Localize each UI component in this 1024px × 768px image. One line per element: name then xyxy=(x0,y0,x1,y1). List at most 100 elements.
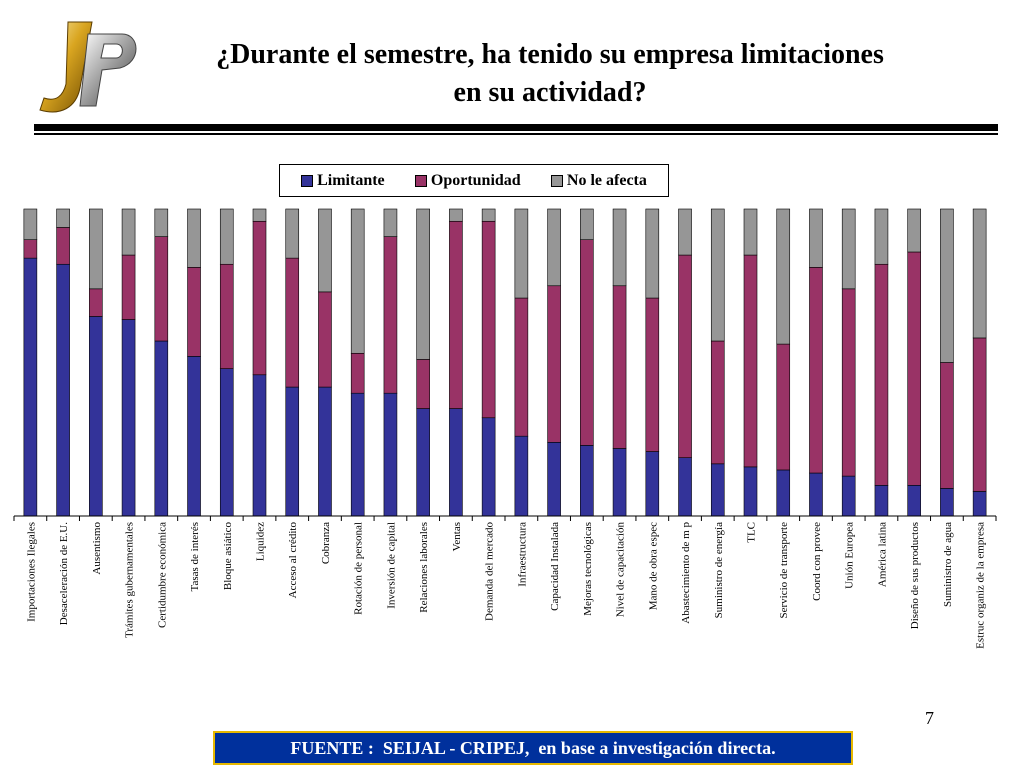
bar-no-afecta-13 xyxy=(416,208,430,360)
x-tick-label-22: Suministro de energía xyxy=(713,522,725,618)
bar-no-afecta-26 xyxy=(841,208,856,290)
bar-oportunidad-14 xyxy=(449,220,463,409)
x-tick-label-2: Desaceleración de E.U. xyxy=(58,522,70,625)
bar-no-afecta-15 xyxy=(481,208,496,222)
x-tick-label-26: Unión Europea xyxy=(844,522,856,589)
legend-swatch-limitante xyxy=(301,174,314,187)
bar-oportunidad-6 xyxy=(187,267,201,357)
bar-oportunidad-21 xyxy=(678,254,692,458)
bar-limitante-22 xyxy=(710,463,725,517)
bar-no-afecta-17 xyxy=(547,208,561,287)
x-tick-label-15: Demanda del mercado xyxy=(484,522,496,621)
bar-no-afecta-5 xyxy=(154,208,169,237)
bar-oportunidad-5 xyxy=(154,236,169,342)
x-tick-label-8: Liquidez xyxy=(255,522,267,561)
bar-limitante-24 xyxy=(776,469,791,517)
bar-limitante-6 xyxy=(187,356,201,517)
x-tick-label-12: Inversión de capital xyxy=(385,522,397,609)
bar-limitante-10 xyxy=(318,386,332,517)
bar-oportunidad-8 xyxy=(252,220,267,376)
bar-oportunidad-23 xyxy=(743,254,758,468)
company-logo xyxy=(39,21,137,113)
bar-oportunidad-28 xyxy=(907,251,921,486)
bar-oportunidad-2 xyxy=(56,227,70,265)
bar-limitante-25 xyxy=(809,472,823,517)
bar-no-afecta-2 xyxy=(56,208,70,228)
bar-limitante-2 xyxy=(56,263,70,517)
x-tick-label-9: Acceso al crédito xyxy=(287,522,299,599)
chart-legend: Limitante Oportunidad No le afecta xyxy=(279,164,669,197)
x-tick-label-27: América latina xyxy=(876,522,888,587)
bar-limitante-19 xyxy=(612,448,627,517)
bar-no-afecta-7 xyxy=(219,208,234,265)
legend-label-oportunidad: Oportunidad xyxy=(430,171,521,189)
bar-limitante-27 xyxy=(874,484,889,517)
bar-no-afecta-21 xyxy=(678,208,692,256)
bar-limitante-16 xyxy=(514,435,529,517)
x-tick-label-21: Abastecimiento de m p xyxy=(680,522,692,624)
bar-no-afecta-16 xyxy=(514,208,529,299)
x-tick-label-11: Rotación de personal xyxy=(353,522,365,615)
bar-limitante-11 xyxy=(350,392,365,517)
x-tick-label-6: Tasas de interés xyxy=(189,522,201,591)
bar-no-afecta-12 xyxy=(383,208,398,237)
x-tick-label-28: Diseño de sus productos xyxy=(909,522,921,629)
bar-oportunidad-15 xyxy=(481,220,496,419)
x-tick-label-7: Bloque asiático xyxy=(222,522,234,591)
bar-oportunidad-30 xyxy=(972,337,987,492)
x-tick-label-19: Nivel de capacitación xyxy=(615,522,627,618)
title-rule-thin xyxy=(34,133,998,135)
bar-limitante-3 xyxy=(89,316,103,517)
legend-swatch-oportunidad xyxy=(414,174,427,187)
x-tick-label-25: Coord con provee xyxy=(811,522,823,601)
legend-item-limitante: Limitante xyxy=(301,172,385,190)
x-tick-label-5: Certidumbre económica xyxy=(156,522,168,628)
bar-no-afecta-14 xyxy=(449,208,463,222)
bar-limitante-30 xyxy=(972,491,987,517)
bar-limitante-18 xyxy=(580,445,594,517)
bar-no-afecta-24 xyxy=(776,208,791,345)
x-tick-label-30: Estruc organiz de la empresa xyxy=(975,522,987,649)
bar-no-afecta-10 xyxy=(318,208,332,293)
bar-oportunidad-24 xyxy=(776,343,791,471)
legend-item-no-afecta: No le afecta xyxy=(550,171,647,190)
bar-oportunidad-25 xyxy=(809,267,823,474)
bar-limitante-21 xyxy=(678,457,692,517)
bar-no-afecta-27 xyxy=(874,208,889,265)
bar-oportunidad-12 xyxy=(383,236,398,394)
bar-oportunidad-13 xyxy=(416,359,430,409)
bar-oportunidad-22 xyxy=(710,340,725,465)
title-rule-thick xyxy=(34,124,998,131)
bar-no-afecta-9 xyxy=(285,208,300,259)
x-tick-label-17: Capacidad Instalada xyxy=(549,522,561,611)
bar-no-afecta-29 xyxy=(940,208,954,363)
bar-oportunidad-27 xyxy=(874,263,889,486)
title-line-2: en su actividad? xyxy=(453,77,647,108)
bar-limitante-8 xyxy=(252,374,267,517)
bar-limitante-5 xyxy=(154,340,169,517)
x-tick-label-18: Mejoras tecnológicas xyxy=(582,522,594,616)
x-tick-label-20: Mano de obra espec xyxy=(647,522,659,610)
bar-oportunidad-11 xyxy=(350,352,365,394)
bar-limitante-26 xyxy=(841,475,856,517)
bar-limitante-14 xyxy=(449,408,463,517)
bar-oportunidad-7 xyxy=(219,263,234,369)
bar-oportunidad-18 xyxy=(580,239,594,446)
bar-limitante-1 xyxy=(23,257,38,517)
bar-oportunidad-9 xyxy=(285,257,300,388)
bar-limitante-17 xyxy=(547,442,561,517)
bar-limitante-9 xyxy=(285,386,300,517)
x-tick-label-14: Ventas xyxy=(451,522,463,551)
bar-oportunidad-26 xyxy=(841,288,856,477)
bar-no-afecta-22 xyxy=(710,208,725,342)
x-tick-label-16: Infraestructura xyxy=(516,522,528,587)
bar-no-afecta-25 xyxy=(809,208,823,268)
bar-oportunidad-10 xyxy=(318,291,332,388)
bar-oportunidad-16 xyxy=(514,297,529,437)
legend-label-no-afecta: No le afecta xyxy=(566,171,647,189)
bar-oportunidad-19 xyxy=(612,285,627,449)
slide-title: ¿Durante el semestre, ha tenido su empre… xyxy=(130,36,970,112)
x-tick-label-3: Ausentismo xyxy=(91,522,103,575)
bar-no-afecta-11 xyxy=(350,208,365,354)
